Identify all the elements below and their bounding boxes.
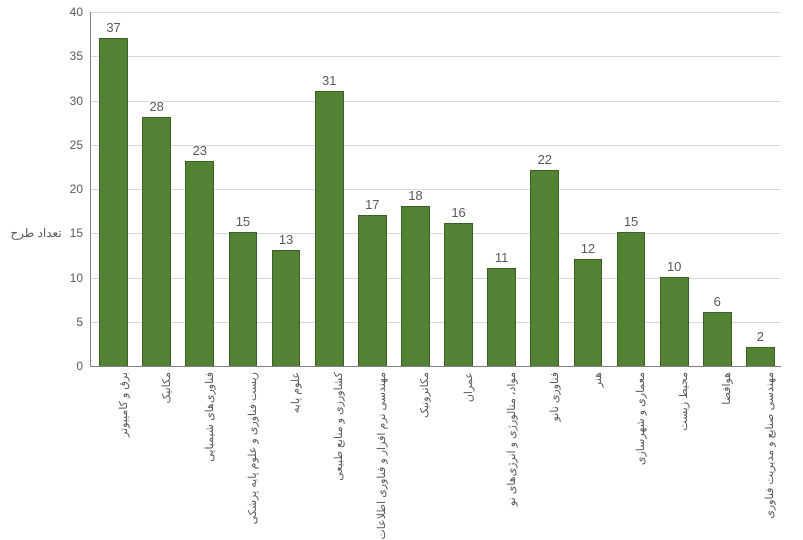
gridline (91, 56, 781, 57)
y-tick-label: 30 (70, 94, 91, 108)
x-tick-label: زیست فناوری و علوم پایه پزشکی (246, 372, 259, 524)
y-tick-label: 25 (70, 138, 91, 152)
x-tick-label: فناوری‌های شیمیایی (203, 372, 216, 462)
bar: 12 (574, 259, 603, 366)
y-tick-label: 20 (70, 182, 91, 196)
x-tick-label: علوم پایه (289, 372, 302, 413)
y-tick-label: 10 (70, 271, 91, 285)
bar-value-label: 37 (106, 20, 120, 39)
x-tick-label: فناوری نانو (548, 372, 561, 421)
bar: 10 (660, 277, 689, 367)
x-tick-label: هوافضا (720, 372, 733, 405)
x-tick-label: محیط زیست (677, 372, 690, 431)
x-tick-label: برق و کامپیوتر (117, 372, 130, 437)
bar-value-label: 17 (365, 197, 379, 216)
bar: 31 (315, 91, 344, 366)
bar-value-label: 13 (279, 232, 293, 251)
x-tick-label: مهندسی نرم افزار و فناوری اطلاعات (375, 372, 388, 540)
bar-value-label: 28 (149, 99, 163, 118)
x-tick-label: کشاورزی و منابع طبیعی (332, 372, 345, 481)
bar-value-label: 15 (624, 214, 638, 233)
x-tick-label: مکاترونیک (418, 372, 431, 418)
y-tick-label: 40 (70, 5, 91, 19)
chart-container: تعداد طرح 051015202530354037برق و کامپیو… (0, 0, 803, 526)
bar: 15 (617, 232, 646, 366)
bar-value-label: 2 (757, 329, 764, 348)
plot-area: تعداد طرح 051015202530354037برق و کامپیو… (90, 12, 781, 367)
bar-value-label: 11 (495, 250, 509, 269)
x-tick-label: هنر (591, 372, 604, 387)
bar-value-label: 16 (451, 205, 465, 224)
bar: 17 (358, 215, 387, 366)
x-tick-label: معماری و شهرسازی (634, 372, 647, 465)
y-tick-label: 5 (76, 315, 91, 329)
bar: 11 (487, 268, 516, 366)
y-tick-label: 0 (76, 359, 91, 373)
bar-value-label: 31 (322, 73, 336, 92)
bar: 15 (229, 232, 258, 366)
y-tick-label: 35 (70, 49, 91, 63)
bar: 22 (530, 170, 559, 366)
y-axis-label: تعداد طرح (10, 226, 61, 240)
x-tick-label: مکانیک (160, 372, 173, 404)
gridline (91, 12, 781, 13)
bar: 6 (703, 312, 732, 366)
bar: 13 (272, 250, 301, 366)
bar-value-label: 10 (667, 259, 681, 278)
x-tick-label: عمران (462, 372, 475, 402)
x-tick-label: مواد، متالورژی و انرژی‌های نو (505, 372, 518, 506)
bar: 16 (444, 223, 473, 366)
bar-value-label: 12 (581, 241, 595, 260)
bar-value-label: 15 (236, 214, 250, 233)
bar: 28 (142, 117, 171, 366)
bar: 18 (401, 206, 430, 366)
bar: 37 (99, 38, 128, 366)
y-tick-label: 15 (70, 226, 91, 240)
bar: 2 (746, 347, 775, 366)
bar-value-label: 23 (193, 143, 207, 162)
bar-value-label: 22 (538, 152, 552, 171)
bar-value-label: 18 (408, 188, 422, 207)
bar: 23 (185, 161, 214, 366)
gridline (91, 101, 781, 102)
x-tick-label: مهندسی صنایع و مدیریت فناوری (763, 372, 776, 519)
bar-value-label: 6 (714, 294, 721, 313)
